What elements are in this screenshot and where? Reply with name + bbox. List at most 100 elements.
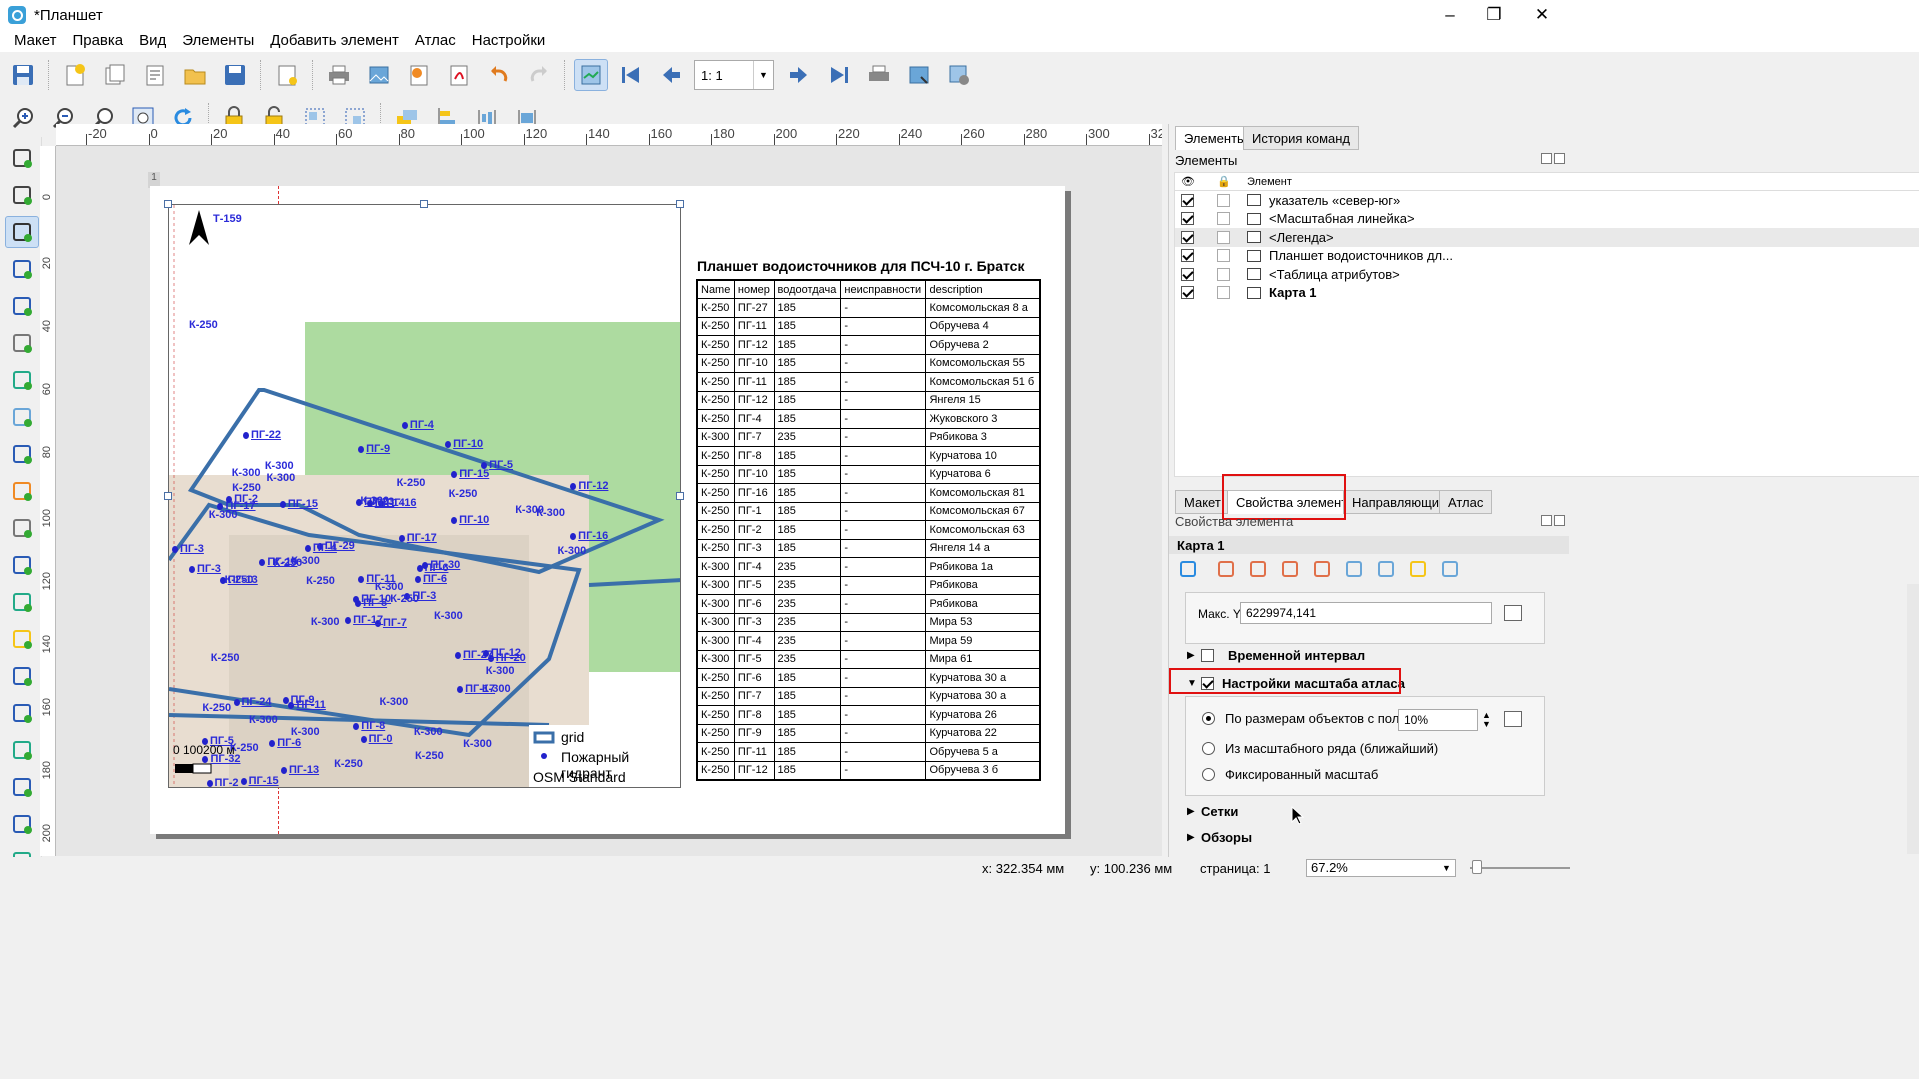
set-extent-button[interactable]	[1217, 560, 1235, 578]
select-move-tool[interactable]	[5, 216, 39, 248]
refresh-map-button[interactable]	[1179, 560, 1197, 578]
atlas-export-button[interactable]	[902, 59, 936, 91]
menu-settings[interactable]: Настройки	[471, 32, 546, 49]
export-image-button[interactable]	[362, 59, 396, 91]
visibility-checkbox[interactable]	[1181, 230, 1194, 244]
spinbox-arrows-icon[interactable]: ▲ ▼	[1482, 710, 1491, 729]
map-item[interactable]: Т-159 К-250 ПГ-7 ПГ-17 ПГ-8 ПГ-5 ПГ-6 ПГ-11 ПГ…	[168, 204, 681, 788]
add-html-tool[interactable]	[5, 734, 39, 766]
layout-canvas[interactable]: 1 Т-159 К-250 ПГ-7 ПГ-17 ПГ-8 ПГ-5 ПГ-6 ПГ-11…	[56, 146, 1162, 856]
close-button[interactable]: ✕	[1534, 5, 1550, 24]
minimize-button[interactable]: –	[1445, 5, 1455, 24]
margin-field[interactable]: 10%	[1398, 709, 1478, 731]
add-label-tool[interactable]	[5, 438, 39, 470]
visibility-checkbox[interactable]	[1181, 212, 1194, 226]
save-template-button[interactable]	[218, 59, 252, 91]
atlas-print-button[interactable]	[862, 59, 896, 91]
add-picture-tool[interactable]	[5, 401, 39, 433]
visibility-checkbox[interactable]	[1181, 286, 1194, 300]
add-arrow-tool[interactable]	[5, 660, 39, 692]
add-shape-tool[interactable]	[5, 586, 39, 618]
lock-checkbox[interactable]	[1217, 212, 1230, 226]
menu-view[interactable]: Вид	[139, 32, 167, 49]
add-3d-map-tool[interactable]	[5, 364, 39, 396]
export-svg-button[interactable]	[402, 59, 436, 91]
menu-layout[interactable]: Макет	[14, 32, 57, 49]
raise-items-button[interactable]	[390, 102, 424, 134]
temporal-section[interactable]: ▶ Временной интервал	[1187, 648, 1365, 663]
lock-checkbox[interactable]	[1217, 286, 1230, 300]
properties-scrollbar[interactable]	[1907, 584, 1919, 854]
tree-item[interactable]: <Масштабная линейка>	[1175, 210, 1919, 229]
zoom-in-button[interactable]	[6, 102, 40, 134]
layers-lock-button[interactable]	[1377, 560, 1395, 578]
overviews-section[interactable]: ▶ Обзоры	[1187, 830, 1252, 845]
tab-guides[interactable]: Направляющие	[1343, 490, 1456, 514]
move-content-tool[interactable]	[5, 253, 39, 285]
radio-fixed-scale[interactable]	[1202, 768, 1215, 781]
menu-add-item[interactable]: Добавить элемент	[270, 32, 399, 49]
attribute-table[interactable]: Name номер водоотдача неисправности descript…	[696, 279, 1041, 781]
option-fixed-scale[interactable]: Фиксированный масштаб	[1202, 767, 1378, 782]
duplicate-layout-button[interactable]	[98, 59, 132, 91]
tree-item[interactable]: <Легенда>	[1175, 228, 1919, 247]
radio-nearest-scale[interactable]	[1202, 742, 1215, 755]
maximize-button[interactable]: ❐	[1486, 5, 1502, 24]
atlas-first-button[interactable]	[614, 59, 648, 91]
atlas-settings-button[interactable]	[942, 59, 976, 91]
data-defined-override-icon[interactable]	[1504, 711, 1522, 727]
add-fixed-table-tool[interactable]	[5, 808, 39, 840]
lock-checkbox[interactable]	[1217, 249, 1230, 263]
center-button[interactable]	[1313, 560, 1331, 578]
atlas-scale-section[interactable]: ▼ Настройки масштаба атласа	[1187, 676, 1405, 691]
atlas-last-button[interactable]	[822, 59, 856, 91]
visibility-checkbox[interactable]	[1181, 267, 1194, 281]
tab-item-properties[interactable]: Свойства элемента	[1227, 490, 1364, 514]
option-fit-margin[interactable]: По размерам объектов с полем	[1202, 711, 1415, 726]
resize-button[interactable]	[510, 102, 544, 134]
print-button[interactable]	[322, 59, 356, 91]
temporal-checkbox[interactable]	[1201, 649, 1214, 662]
dock-buttons[interactable]	[1541, 515, 1567, 527]
selection-handle[interactable]	[164, 492, 172, 500]
save-button[interactable]	[6, 59, 40, 91]
chevron-down-icon[interactable]: ▼	[1442, 863, 1451, 873]
atlas-next-button[interactable]	[782, 59, 816, 91]
tab-atlas[interactable]: Атлас	[1439, 490, 1493, 514]
distribute-button[interactable]	[470, 102, 504, 134]
new-layout-button[interactable]	[58, 59, 92, 91]
view-extent-button[interactable]	[1249, 560, 1267, 578]
undo-button[interactable]	[482, 59, 516, 91]
atlas-page-select[interactable]: 1: 1 ▼	[694, 60, 774, 90]
selection-handle[interactable]	[676, 492, 684, 500]
open-template-button[interactable]	[178, 59, 212, 91]
tab-items[interactable]: Элементы	[1175, 126, 1256, 150]
atlas-prev-button[interactable]	[654, 59, 688, 91]
max-y-field[interactable]: 6229974,141	[1240, 602, 1492, 624]
tree-item[interactable]: Карта 1	[1175, 284, 1919, 303]
lock-checkbox[interactable]	[1217, 267, 1230, 281]
layout-title[interactable]: Планшет водоисточников для ПСЧ-10 г. Бра…	[697, 258, 1025, 274]
move-to-extent-button[interactable]	[1281, 560, 1299, 578]
selection-handle[interactable]	[676, 200, 684, 208]
add-scalebar-tool[interactable]	[5, 512, 39, 544]
layout-manager-button[interactable]	[138, 59, 172, 91]
zoom-tool-tool[interactable]	[5, 179, 39, 211]
menu-items[interactable]: Элементы	[182, 32, 255, 49]
lock-checkbox[interactable]	[1217, 193, 1230, 207]
add-map-tool[interactable]	[5, 327, 39, 359]
add-attribute-table-tool[interactable]	[5, 771, 39, 803]
selection-handle[interactable]	[164, 200, 172, 208]
option-nearest-scale[interactable]: Из масштабного ряда (ближайший)	[1202, 741, 1438, 756]
dock-buttons[interactable]	[1541, 153, 1567, 165]
menu-edit[interactable]: Правка	[72, 32, 124, 49]
data-defined-override-icon[interactable]	[1504, 605, 1522, 621]
add-marker-tool[interactable]	[5, 623, 39, 655]
tree-item[interactable]: указатель «север-юг»	[1175, 191, 1919, 210]
edit-nodes-tool[interactable]	[5, 290, 39, 322]
atlas-scale-checkbox[interactable]	[1201, 677, 1214, 690]
legend[interactable]: grid Пожарный гидрант OSM Standard	[529, 725, 680, 787]
refresh-button[interactable]	[166, 102, 200, 134]
bookmark-button[interactable]	[1345, 560, 1363, 578]
visibility-checkbox[interactable]	[1181, 193, 1194, 207]
